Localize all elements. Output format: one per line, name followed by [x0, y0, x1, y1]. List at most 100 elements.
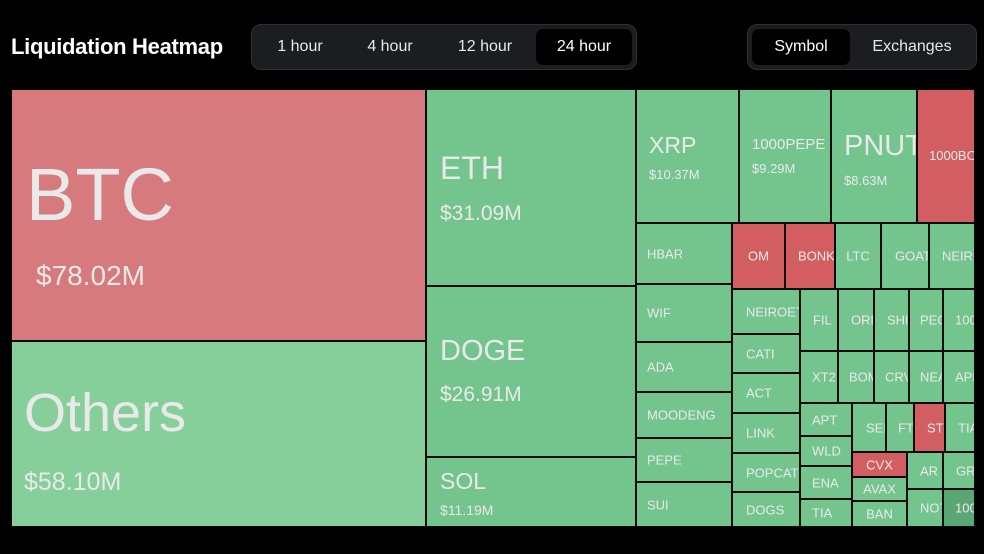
tile-avax[interactable]: AVAX [852, 477, 907, 501]
tile-symbol: 1000BONK [929, 148, 975, 163]
tile-cati[interactable]: CATI [732, 334, 800, 373]
tile-shib[interactable]: SHIB [874, 289, 909, 351]
tile-act[interactable]: ACT [732, 373, 800, 413]
tile-symbol: OM [748, 248, 769, 264]
tile-symbol: SUI [647, 497, 669, 512]
tile-bome[interactable]: BOME [838, 351, 874, 403]
tile-symbol: ORDI [851, 312, 873, 328]
tile-fil[interactable]: FIL [800, 289, 838, 351]
tile-wif[interactable]: WIF [636, 284, 732, 342]
tile-stx[interactable]: STX [914, 403, 945, 452]
tile-doge[interactable]: DOGE $26.91M [426, 286, 636, 457]
tile-tia-b[interactable]: TIA [945, 403, 975, 452]
tile-moodeng[interactable]: MOODENG [636, 392, 732, 438]
tile-xt2[interactable]: XT2 [800, 351, 838, 403]
tab-symbol[interactable]: Symbol [752, 29, 850, 65]
tile-ar[interactable]: AR [907, 452, 943, 489]
tab-4-hour[interactable]: 4 hour [367, 38, 413, 55]
tile-symbol: 1000PEPE [752, 136, 826, 153]
tile-symbol: SEI [866, 420, 886, 435]
tile-symbol: ENA [812, 475, 839, 490]
tab-exchanges[interactable]: Exchanges [872, 38, 952, 55]
page-title: Liquidation Heatmap [11, 34, 223, 59]
time-range-selector: 1 hour 4 hour 12 hour 24 hour [251, 24, 637, 70]
tile-symbol: DOGE [440, 335, 526, 367]
tile-sui[interactable]: SUI [636, 482, 732, 527]
tile-symbol: TIA [812, 505, 833, 521]
tile-symbol: PNUT [844, 130, 917, 162]
tile-pepe[interactable]: PEPE [636, 438, 732, 482]
tile-symbol: XT2 [812, 369, 836, 385]
tile-popcat[interactable]: POPCAT [732, 453, 800, 492]
tile-symbol: NEAR [920, 369, 942, 385]
tile-dogs[interactable]: DOGS [732, 492, 800, 527]
tile-ftm[interactable]: FTM [886, 403, 914, 452]
tile-neiroeth[interactable]: NEIROETH [732, 289, 800, 334]
tile-ban[interactable]: BAN [852, 501, 907, 527]
tile-not[interactable]: NOT [907, 489, 943, 527]
tile-symbol: MOODENG [647, 407, 716, 423]
tile-symbol: STX [927, 420, 944, 435]
tile-1000-b[interactable]: 1000 [943, 489, 975, 527]
tile-value: $11.19M [440, 502, 494, 518]
tile-people[interactable]: PEOPLE [909, 289, 943, 351]
tab-1-hour[interactable]: 1 hour [277, 38, 323, 55]
tile-1000pepe[interactable]: 1000PEPE $9.29M [739, 89, 831, 223]
tile-others[interactable]: Others $58.10M [11, 341, 426, 527]
tile-symbol: POPCAT [746, 465, 799, 480]
tile-symbol: PEPE [647, 452, 682, 468]
tile-cvx[interactable]: CVX [852, 452, 907, 477]
tile-symbol: 1000 [955, 500, 974, 516]
tile-bonk[interactable]: BONK [785, 223, 835, 289]
tile-value: $58.10M [24, 468, 122, 496]
tile-symbol: 1000 [955, 312, 974, 328]
tile-pnut[interactable]: PNUT $8.63M [831, 89, 917, 223]
tile-symbol: HBAR [647, 246, 684, 261]
tab-24-hour[interactable]: 24 hour [536, 29, 632, 65]
tile-btc[interactable]: BTC $78.02M [11, 89, 426, 341]
tile-ada[interactable]: ADA [636, 342, 732, 392]
tile-symbol: SOL [440, 468, 487, 494]
tile-value: $26.91M [440, 383, 522, 406]
tile-link[interactable]: LINK [732, 413, 800, 453]
tile-goat[interactable]: GOAT [881, 223, 929, 289]
tile-eth[interactable]: ETH $31.09M [426, 89, 636, 286]
tile-1000-a[interactable]: 1000 [943, 289, 975, 351]
tile-symbol: APE [955, 369, 974, 385]
tile-symbol: FIL [813, 312, 832, 328]
tile-symbol: NOT [920, 500, 942, 516]
liquidation-treemap: BTC $78.02M Others $58.10M ETH $31.09M D… [11, 89, 975, 527]
tile-near[interactable]: NEAR [909, 351, 943, 403]
tile-symbol: WIF [647, 305, 671, 321]
view-selector: Symbol Exchanges [747, 24, 977, 70]
tile-symbol: FTM [898, 420, 914, 435]
tile-symbol: GOAT [895, 248, 929, 264]
tile-symbol: ACT [746, 385, 772, 401]
tile-sei[interactable]: SEI [852, 403, 886, 452]
tile-value: $10.37M [649, 167, 700, 182]
tile-apt[interactable]: APT [800, 403, 852, 436]
tile-ordi[interactable]: ORDI [838, 289, 874, 351]
tile-symbol: WLD [812, 443, 841, 459]
tile-ena[interactable]: ENA [800, 466, 852, 499]
tile-ltc[interactable]: LTC [835, 223, 881, 289]
tile-crv[interactable]: CRV [874, 351, 909, 403]
tile-om[interactable]: OM [732, 223, 785, 289]
tile-hbar[interactable]: HBAR [636, 223, 732, 284]
tile-symbol: CATI [746, 346, 775, 361]
tile-1000bonk[interactable]: 1000BONK [917, 89, 975, 223]
tile-value: $8.63M [844, 173, 888, 188]
tile-wld[interactable]: WLD [800, 436, 852, 466]
tile-ape[interactable]: APE [943, 351, 975, 403]
tile-symbol: ADA [647, 359, 674, 375]
tile-grt[interactable]: GRT [943, 452, 975, 489]
tile-symbol: BOME [849, 369, 873, 385]
tile-symbol: APT [812, 412, 838, 427]
tile-neiro[interactable]: NEIRO [929, 223, 975, 289]
tile-sol[interactable]: SOL $11.19M [426, 457, 636, 527]
tab-12-hour[interactable]: 12 hour [457, 38, 513, 55]
tile-xrp[interactable]: XRP $10.37M [636, 89, 739, 223]
tile-symbol: DOGS [746, 502, 785, 517]
tile-tia[interactable]: TIA [800, 499, 852, 527]
tile-value: $78.02M [36, 260, 145, 291]
